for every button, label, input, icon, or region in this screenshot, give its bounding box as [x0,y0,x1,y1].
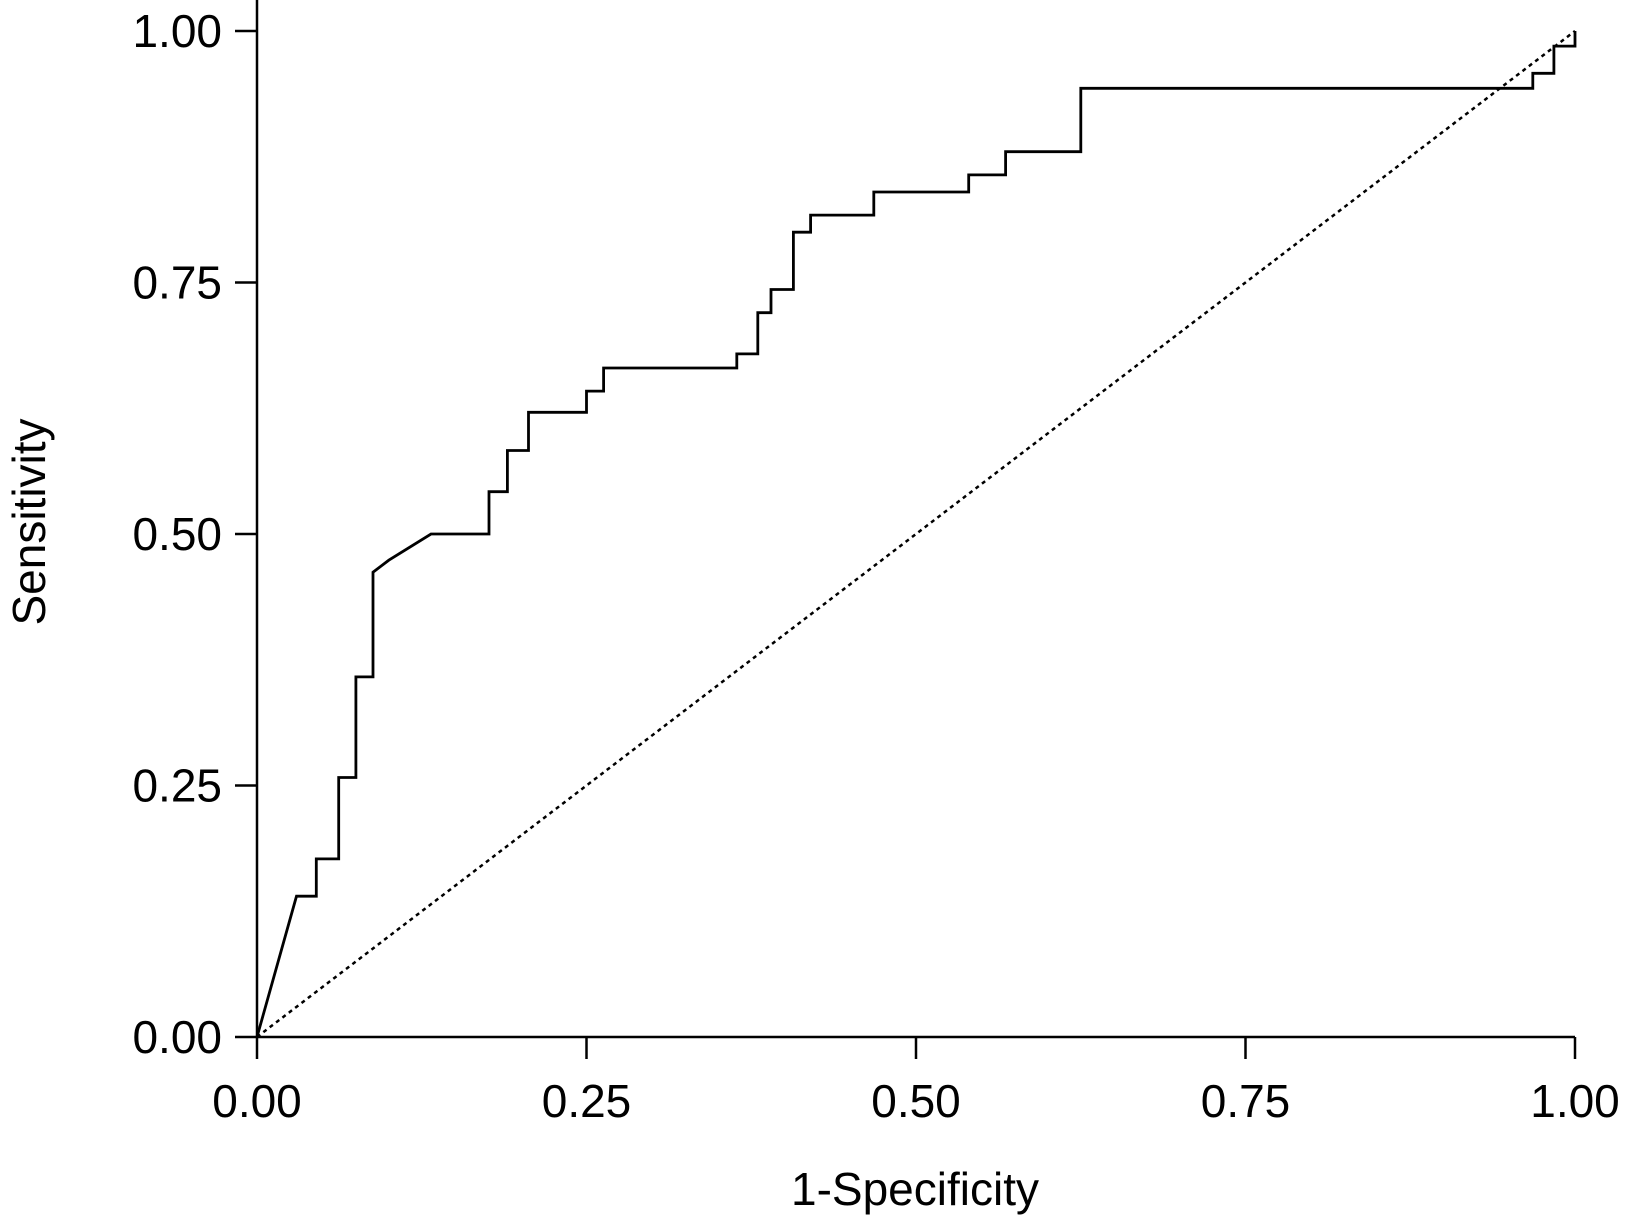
x-tick-label: 0.50 [871,1075,961,1127]
x-tick-label: 0.75 [1201,1075,1291,1127]
y-tick-label: 0.00 [132,1011,222,1063]
y-tick-label: 0.25 [132,760,222,812]
roc-curve-line [255,31,1577,1038]
x-axis-title: 1-Specificity [791,1163,1039,1215]
series-layer [255,30,1577,1038]
ticks-layer: 0.00 0.25 0.50 0.75 1.00 0.00 0.25 0.50 0.75 1.00 [132,5,1619,1127]
x-tick-label: 0.00 [212,1075,302,1127]
y-axis-title: Sensitivity [3,418,55,625]
x-tick-label: 0.25 [542,1075,632,1127]
x-tick-label: 1.00 [1530,1075,1620,1127]
y-tick-label: 0.50 [132,508,222,560]
y-tick-label: 0.75 [132,257,222,309]
y-tick-label: 1.00 [132,5,222,57]
axes-layer [255,0,1575,1039]
